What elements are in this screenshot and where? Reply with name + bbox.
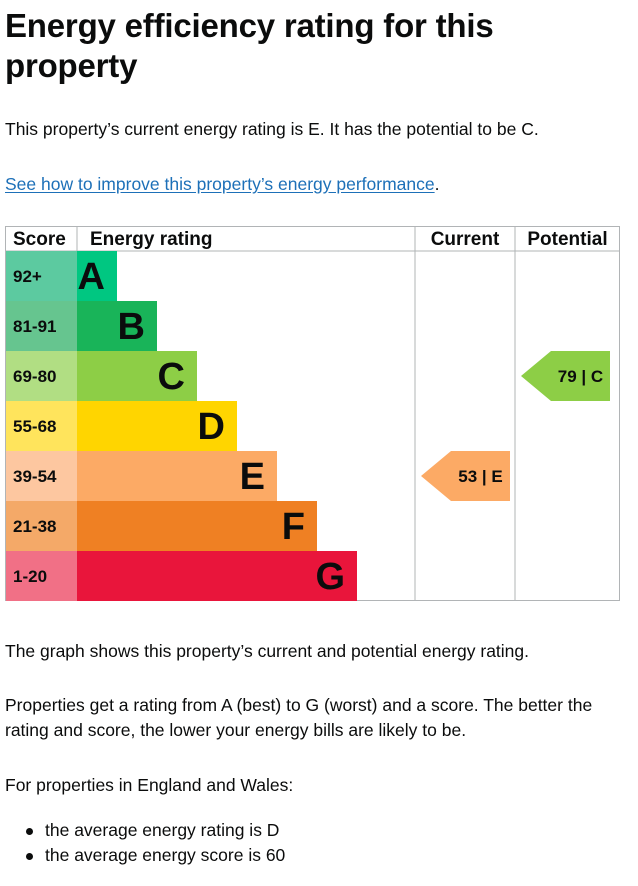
score-label-g: 1-20 <box>13 567 47 586</box>
rating-bar-d <box>77 401 237 451</box>
rating-bar-a <box>77 251 117 301</box>
rating-bar-e <box>77 451 277 501</box>
averages-list: the average energy rating is D the avera… <box>26 818 285 868</box>
rating-bar-b <box>77 301 157 351</box>
score-label-d: 55-68 <box>13 417 56 436</box>
score-cell-f <box>6 501 77 551</box>
rating-bar-g <box>77 551 357 601</box>
graph-note: The graph shows this property’s current … <box>5 641 530 661</box>
header-potential: Potential <box>527 229 607 250</box>
list-item: the average energy score is 60 <box>26 843 285 868</box>
score-label-a: 92+ <box>13 267 42 286</box>
score-cell-b <box>6 301 77 351</box>
score-label-f: 21-38 <box>13 517 56 536</box>
score-cell-g <box>6 551 77 601</box>
average-rating-text: the average energy rating is D <box>45 820 280 840</box>
energy-rating-graph: Score Energy rating Current Potential 92+ A 81… <box>5 226 620 601</box>
score-label-c: 69-80 <box>13 367 56 386</box>
improve-link-suffix: . <box>434 174 440 194</box>
current-arrow <box>421 451 510 501</box>
bullet-icon <box>26 828 33 835</box>
energy-rating-chart: Score Energy rating Current Potential 92+ A 81… <box>5 226 620 601</box>
potential-rating-label: 79 | C <box>558 367 603 386</box>
header-score: Score <box>13 229 66 250</box>
rating-explainer: Properties get a rating from A (best) to… <box>5 695 593 740</box>
improve-energy-link[interactable]: See how to improve this property’s energ… <box>5 174 435 194</box>
list-item: the average energy rating is D <box>26 818 285 843</box>
rating-letter-c: C <box>158 356 185 398</box>
rating-letter-a: A <box>78 256 105 298</box>
rating-letter-b: B <box>118 306 145 348</box>
score-cell-e <box>6 451 77 501</box>
potential-arrow <box>521 351 610 401</box>
score-cell-a <box>6 251 77 301</box>
page-title: Energy efficiency rating for this proper… <box>5 7 494 84</box>
average-score-text: the average energy score is 60 <box>45 845 286 865</box>
header-current: Current <box>431 229 500 250</box>
rating-letter-d: D <box>198 406 225 448</box>
score-label-e: 39-54 <box>13 467 57 486</box>
score-cell-d <box>6 401 77 451</box>
rating-letter-g: G <box>315 556 345 598</box>
improve-link-line: See how to improve this property’s energ… <box>5 172 440 197</box>
score-cell-c <box>6 351 77 401</box>
rating-letter-e: E <box>240 456 265 498</box>
england-wales-intro: For properties in England and Wales: <box>5 775 294 795</box>
header-energy-rating: Energy rating <box>90 229 212 250</box>
bullet-icon <box>26 853 33 860</box>
current-rating-label: 53 | E <box>458 467 502 486</box>
score-label-b: 81-91 <box>13 317 56 336</box>
rating-bar-f <box>77 501 317 551</box>
rating-letter-f: F <box>282 506 305 548</box>
rating-bar-c <box>77 351 197 401</box>
summary-text: This property’s current energy rating is… <box>5 119 539 139</box>
